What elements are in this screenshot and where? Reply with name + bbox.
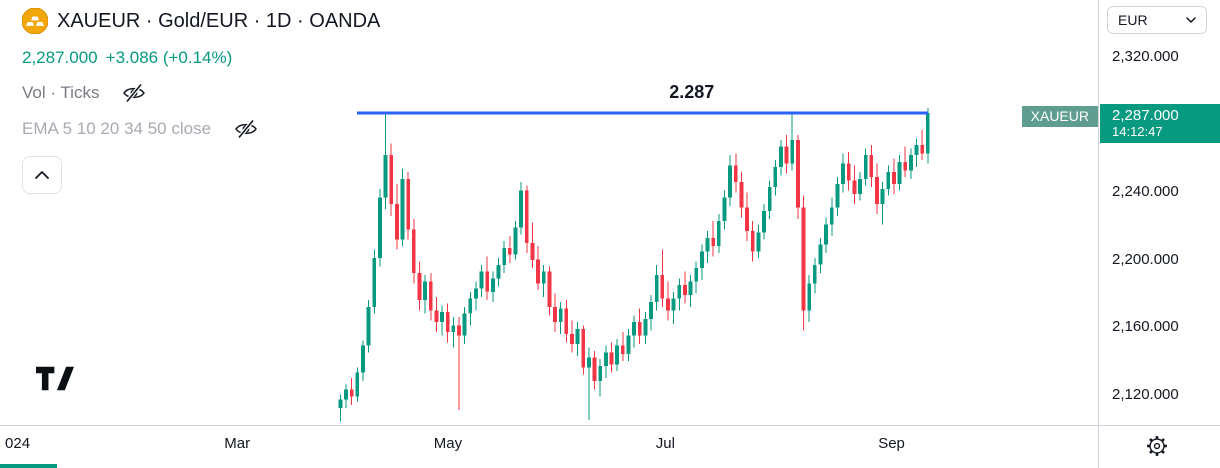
ohlc-price-row: 2,287.000 +3.086 (+0.14%) [22, 48, 380, 68]
tradingview-logo-icon[interactable] [36, 366, 74, 396]
price-change: +3.086 (+0.14%) [105, 48, 233, 67]
last-price: 2,287.000 [22, 48, 98, 67]
bottom-left-accent [0, 464, 57, 468]
symbol-title-row[interactable]: XAUEUR · Gold/EUR · 1D · OANDA [22, 6, 380, 36]
currency-selector[interactable]: EUR [1107, 6, 1207, 34]
price-scale[interactable]: EUR 2,320.000 2,240.000 2,200.000 2,160.000… [1099, 0, 1220, 425]
price-tick-label: 2,160.000 [1112, 318, 1179, 336]
gold-bars-icon [22, 8, 48, 34]
chevron-up-icon [35, 171, 49, 179]
chevron-down-icon [1186, 17, 1196, 23]
time-tick-label: Sep [878, 435, 905, 452]
time-scale-separator [0, 425, 1220, 426]
time-tick-label: Mar [224, 435, 251, 452]
time-tick-label: Jul [655, 435, 675, 452]
price-tick-label: 2,200.000 [1112, 250, 1179, 268]
time-tick-label: May [433, 435, 463, 452]
gear-icon [1147, 436, 1167, 456]
eye-off-icon[interactable] [121, 82, 147, 104]
eye-off-icon[interactable] [233, 118, 259, 140]
collapse-legend-button[interactable] [22, 156, 62, 194]
volume-indicator-label: Vol · Ticks [22, 83, 100, 102]
chart-legend: XAUEUR · Gold/EUR · 1D · OANDA 2,287.000… [22, 6, 380, 194]
chart-pane[interactable]: 2.287 XAUEUR · Gold/EUR · 1D · OANDA 2,2… [0, 0, 1098, 425]
price-scale-separator [1098, 0, 1099, 468]
time-tick-label: 024 [5, 435, 31, 452]
ema-indicator-label: EMA 5 10 20 34 50 close [22, 119, 212, 138]
price-tick-label: 2,320.000 [1112, 48, 1179, 66]
price-scale-symbol-badge: XAUEUR [1021, 105, 1098, 127]
last-price-badge: 2,287.000 14:12:47 [1100, 103, 1220, 143]
time-scale[interactable]: 024 Mar May Jul Sep [0, 426, 1220, 468]
currency-selector-value: EUR [1118, 12, 1148, 28]
price-tick-label: 2,240.000 [1112, 183, 1179, 201]
horizontal-line-label: 2.287 [669, 81, 715, 102]
price-tick-label: 2,120.000 [1112, 385, 1179, 403]
symbol-title[interactable]: XAUEUR · Gold/EUR · 1D · OANDA [57, 9, 381, 32]
badge-countdown: 14:12:47 [1112, 123, 1163, 139]
horizontal-trend-line[interactable] [356, 111, 928, 115]
badge-price: 2,287.000 [1112, 106, 1179, 124]
volume-indicator-row: Vol · Ticks [22, 82, 380, 104]
scale-settings-button[interactable] [1144, 433, 1170, 459]
candlestick-chart[interactable] [0, 0, 1098, 425]
ema-indicator-row: EMA 5 10 20 34 50 close [22, 118, 380, 140]
